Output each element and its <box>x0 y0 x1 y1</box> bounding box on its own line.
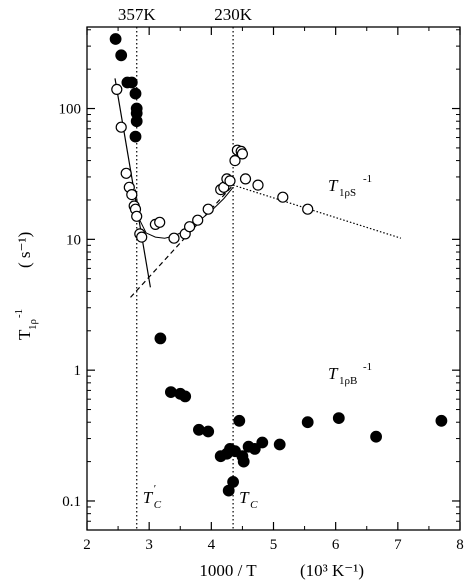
data-point-filled <box>179 390 192 403</box>
series-label-sub: 1ρB <box>339 375 357 387</box>
y-tick-label: 1 <box>74 363 82 379</box>
fit-line-solid <box>114 78 151 288</box>
data-point-open <box>202 203 214 215</box>
data-point-filled <box>332 412 345 425</box>
transition-label: T C ′ <box>143 483 162 511</box>
data-point-filled <box>202 425 215 438</box>
y-tick-label: 10 <box>66 232 81 248</box>
data-point-filled <box>273 438 286 451</box>
x-tick-label: 2 <box>83 537 91 553</box>
data-point-open <box>302 203 314 215</box>
data-point-filled <box>115 49 128 62</box>
axis-ticks: 2 3 4 5 6 7 8 0.1 1 10 100 <box>59 27 464 553</box>
fit-line-dashed <box>130 184 234 298</box>
data-point-filled <box>109 33 122 45</box>
data-point-open <box>252 179 264 191</box>
data-point-open <box>168 232 180 244</box>
data-point-open <box>120 167 132 179</box>
y-axis-title: T1ρ-1 ( s⁻¹) <box>13 232 39 340</box>
x-tick-label: 5 <box>270 537 278 553</box>
data-point-filled <box>129 130 142 143</box>
data-point-filled <box>435 414 448 427</box>
plot-frame <box>86 26 461 531</box>
data-point-filled <box>248 443 261 455</box>
data-point-filled <box>154 332 167 345</box>
data-point-filled <box>125 76 138 89</box>
data-point-filled <box>164 386 177 399</box>
data-point-open <box>224 175 236 187</box>
x-tick-label: 3 <box>145 537 153 553</box>
data-point-open <box>136 231 148 243</box>
y-axis-label-sub: 1ρ <box>27 319 39 331</box>
fit-line-dotted <box>232 184 402 239</box>
y-axis-unit: ( s⁻¹) <box>15 232 34 268</box>
x-axis-label: 1000 / T <box>199 561 257 580</box>
x-tick-label: 4 <box>208 537 216 553</box>
y-tick-label: 0.1 <box>62 494 81 510</box>
data-point-filled <box>256 436 269 449</box>
series-label-sub: 1ρS <box>339 187 356 199</box>
data-point-open <box>229 155 241 167</box>
x-tick-label: 7 <box>394 537 402 553</box>
transition-label-main: T <box>143 488 154 507</box>
data-point-open <box>184 221 196 233</box>
data-point-open <box>236 148 248 160</box>
data-point-filled <box>301 416 314 429</box>
y-axis-label: T <box>15 329 34 340</box>
transition-label-prime: ′ <box>154 483 156 495</box>
data-point-open <box>192 214 204 226</box>
x-tick-label: 6 <box>332 537 340 553</box>
series-label-sup: -1 <box>363 173 372 185</box>
data-point-open <box>111 83 123 96</box>
series-label-main: T <box>328 364 339 383</box>
transition-label-sub: C <box>250 499 258 511</box>
series-label-main: T <box>328 176 339 195</box>
data-point-filled <box>370 430 383 443</box>
top-temperature-label: 357K <box>118 5 157 24</box>
data-points <box>109 33 448 497</box>
data-point-filled <box>237 455 250 468</box>
series-label-sup: -1 <box>363 361 372 373</box>
data-point-open <box>277 191 289 203</box>
y-axis-label-sup: -1 <box>13 309 25 318</box>
transition-label-sub: C <box>154 499 162 511</box>
data-point-open <box>154 216 166 228</box>
x-tick-label: 8 <box>456 537 464 553</box>
x-axis-title: 1000 / T (10³ K⁻¹) <box>199 561 364 580</box>
data-point-open <box>239 173 252 185</box>
y-tick-label: 100 <box>59 102 82 118</box>
data-point-filled <box>130 115 143 128</box>
data-point-filled <box>227 476 240 488</box>
data-point-filled <box>233 414 246 427</box>
transition-label-main: T <box>239 488 250 507</box>
data-point-open <box>115 121 127 133</box>
data-point-filled <box>129 87 142 100</box>
top-temperature-label: 230K <box>214 5 253 24</box>
data-point-open <box>131 210 143 222</box>
data-point-open <box>126 189 138 201</box>
x-axis-unit: (10³ K⁻¹) <box>300 561 364 580</box>
